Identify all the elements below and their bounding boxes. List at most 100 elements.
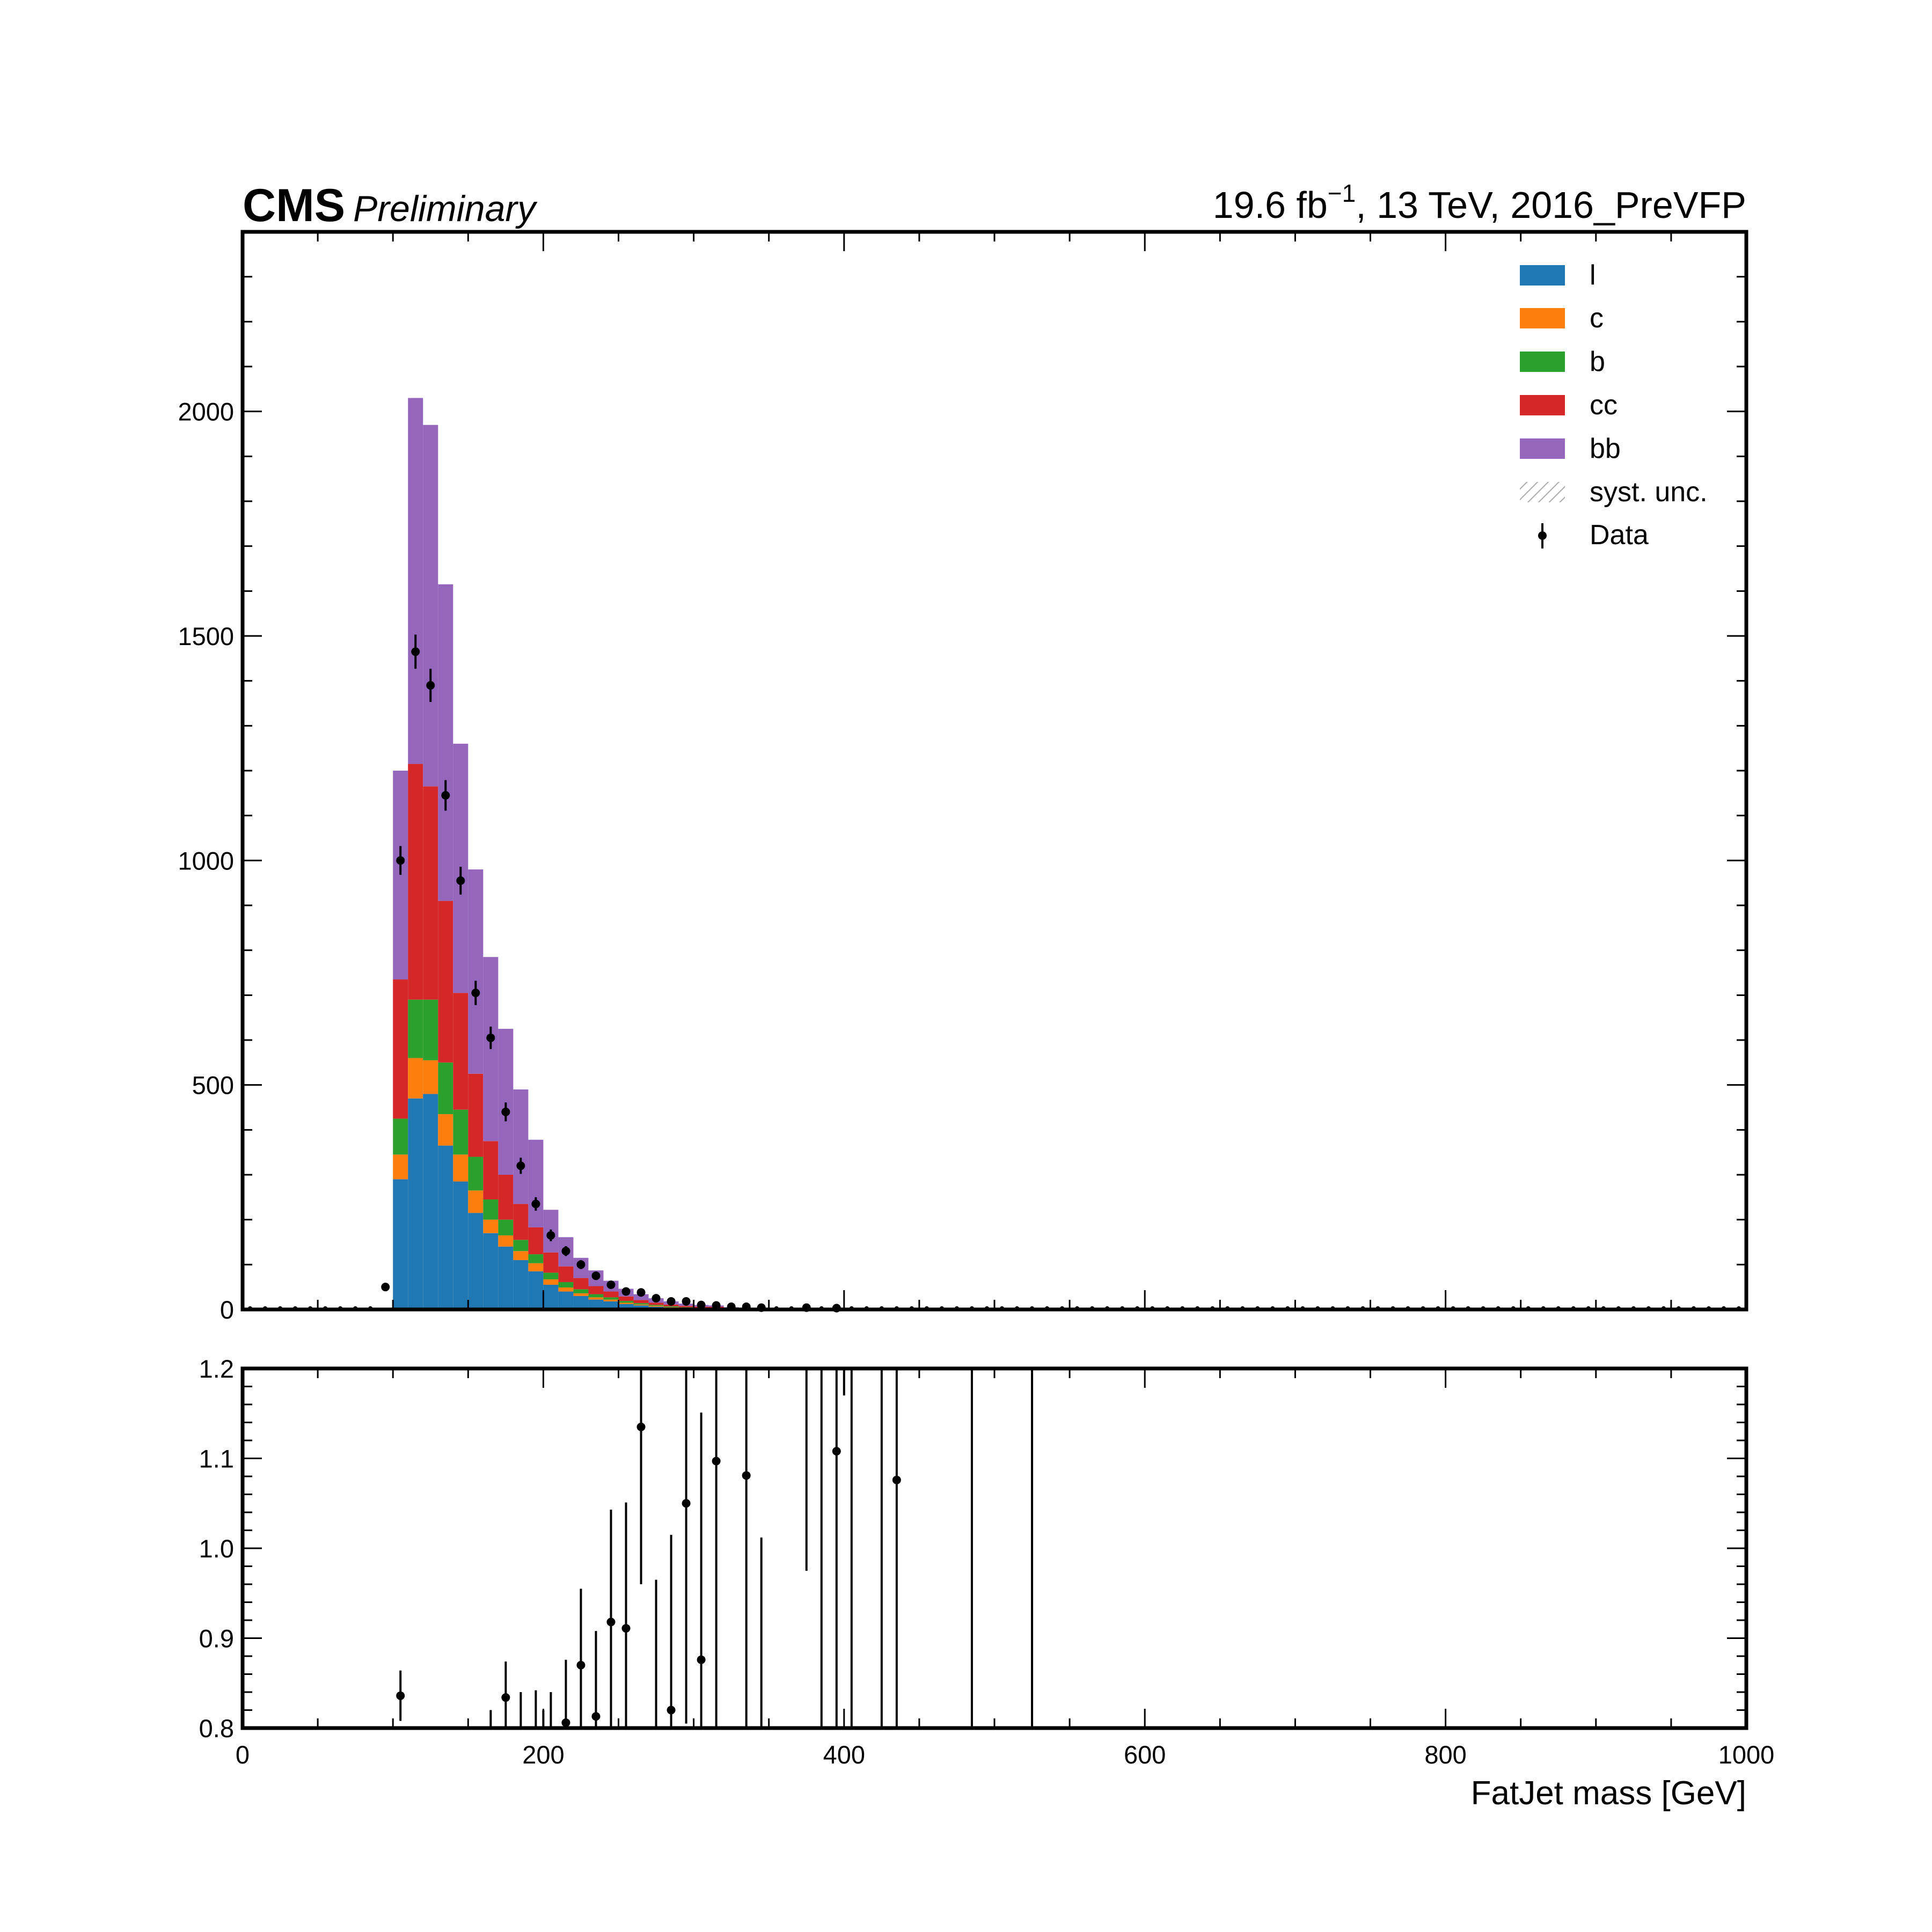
lumi-prefix: 19.6 fb xyxy=(1213,184,1328,226)
bar-b-270 xyxy=(648,1305,664,1306)
bar-c-230 xyxy=(588,1297,604,1300)
data-point-175 xyxy=(501,1107,510,1116)
bar-cc-110 xyxy=(408,764,423,1000)
ratio-point-295 xyxy=(682,1499,691,1508)
lumi-suffix: , 13 TeV, 2016_PreVFP xyxy=(1356,184,1746,226)
xtick-label-200: 200 xyxy=(522,1740,564,1769)
bar-cc-220 xyxy=(573,1278,589,1290)
xtick-label-1000: 1000 xyxy=(1718,1740,1775,1769)
data-point-145 xyxy=(456,876,465,885)
bar-c-100 xyxy=(393,1154,408,1180)
bar-b-120 xyxy=(423,999,438,1060)
legend-swatch-b xyxy=(1520,352,1565,372)
data-point-135 xyxy=(441,791,450,800)
data-point-235 xyxy=(591,1271,601,1280)
bar-cc-260 xyxy=(633,1300,649,1304)
data-point-95 xyxy=(381,1283,390,1292)
data-point-305 xyxy=(697,1300,706,1309)
bar-l-220 xyxy=(573,1296,589,1309)
ratio-point-105 xyxy=(396,1691,405,1700)
bar-l-230 xyxy=(588,1299,604,1309)
data-point-185 xyxy=(516,1161,525,1170)
bar-cc-250 xyxy=(618,1296,634,1301)
bar-b-230 xyxy=(588,1294,604,1298)
data-point-195 xyxy=(531,1199,540,1209)
bar-bb-120 xyxy=(423,425,438,787)
bar-l-250 xyxy=(618,1304,634,1309)
legend-swatch-c xyxy=(1520,308,1565,328)
lumi-label: 19.6 fb−1, 13 TeV, 2016_PreVFP xyxy=(1213,179,1746,226)
bar-l-130 xyxy=(438,1145,453,1309)
ratio-point-335 xyxy=(742,1471,751,1480)
main-ytick-label-1500: 1500 xyxy=(178,622,234,650)
bar-c-210 xyxy=(558,1287,574,1292)
bar-cc-140 xyxy=(453,993,469,1110)
bar-b-200 xyxy=(543,1272,559,1279)
legend-data-marker xyxy=(1538,531,1547,540)
data-point-285 xyxy=(667,1297,676,1306)
bar-l-170 xyxy=(498,1246,514,1309)
bar-bb-110 xyxy=(408,398,423,764)
data-point-125 xyxy=(426,681,435,690)
status-label: Preliminary xyxy=(353,188,538,229)
ratio-point-395 xyxy=(832,1447,841,1456)
stacked-histogram xyxy=(393,398,784,1309)
bar-c-280 xyxy=(663,1307,679,1308)
bar-c-120 xyxy=(423,1060,438,1094)
bar-c-140 xyxy=(453,1154,469,1182)
ratio-point-435 xyxy=(892,1475,901,1484)
bar-cc-290 xyxy=(678,1306,694,1307)
bar-cc-100 xyxy=(393,979,408,1119)
bar-l-180 xyxy=(513,1260,529,1309)
data-point-265 xyxy=(636,1288,646,1297)
bar-l-120 xyxy=(423,1094,438,1309)
bar-cc-200 xyxy=(543,1252,559,1273)
bar-cc-120 xyxy=(423,786,438,1000)
bar-l-240 xyxy=(603,1301,619,1309)
legend-label-l: l xyxy=(1590,260,1596,291)
xtick-label-0: 0 xyxy=(236,1740,250,1769)
bar-c-270 xyxy=(648,1306,664,1307)
bar-cc-150 xyxy=(468,1073,484,1157)
bar-b-240 xyxy=(603,1297,619,1300)
ratio-frame xyxy=(240,1366,1748,1730)
ratio-ytick-label-1.1: 1.1 xyxy=(199,1445,234,1473)
bar-l-190 xyxy=(528,1271,544,1309)
legend-swatch-l xyxy=(1520,265,1565,286)
ratio-point-305 xyxy=(697,1655,706,1664)
xtick-label-600: 600 xyxy=(1124,1740,1166,1769)
ratio-panel: 0.8 0.9 1.0 1.1 1.2 0 200 400 600 800 1000 xyxy=(199,1355,1775,1769)
bar-cc-190 xyxy=(528,1227,544,1255)
bar-c-160 xyxy=(483,1219,499,1233)
data-point-115 xyxy=(411,647,420,656)
legend-label-syst: syst. unc. xyxy=(1590,477,1708,508)
bar-bb-180 xyxy=(513,1089,529,1204)
bar-b-180 xyxy=(513,1240,529,1252)
bar-cc-170 xyxy=(498,1175,514,1220)
data-point-205 xyxy=(546,1231,555,1240)
ratio-point-175 xyxy=(501,1693,510,1702)
main-panel: 0 500 1000 1500 2000 xyxy=(178,230,1748,1324)
data-point-165 xyxy=(486,1033,495,1042)
bar-c-260 xyxy=(633,1304,649,1306)
bar-l-200 xyxy=(543,1284,559,1309)
bar-cc-270 xyxy=(648,1302,664,1305)
bar-l-110 xyxy=(408,1098,423,1309)
bar-cc-210 xyxy=(558,1266,574,1282)
ratio-points xyxy=(396,1368,901,1728)
bar-b-250 xyxy=(618,1301,634,1303)
x-axis-title: FatJet mass [GeV] xyxy=(1471,1775,1746,1812)
ratio-ytick-label-1.2: 1.2 xyxy=(199,1355,234,1383)
legend: l c b cc bb syst. unc. Data xyxy=(1520,260,1708,551)
bar-l-140 xyxy=(453,1181,469,1309)
main-ytick-label-1000: 1000 xyxy=(178,846,234,875)
bar-bb-190 xyxy=(528,1139,544,1227)
bar-b-290 xyxy=(678,1307,694,1308)
main-ytick-label-500: 500 xyxy=(192,1071,234,1100)
data-point-295 xyxy=(682,1297,691,1306)
bar-c-130 xyxy=(438,1114,453,1146)
bar-c-220 xyxy=(573,1293,589,1296)
bar-c-240 xyxy=(603,1299,619,1301)
legend-label-b: b xyxy=(1590,346,1605,377)
